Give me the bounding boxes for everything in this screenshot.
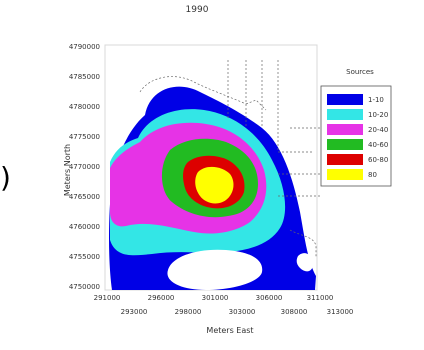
y-tick-label: 4775000 <box>69 133 100 141</box>
y-tick-label: 4790000 <box>69 43 100 51</box>
y-tick-label: 4770000 <box>69 163 100 171</box>
legend-swatch <box>327 169 363 180</box>
y-axis: 4790000 4785000 4780000 4775000 4770000 … <box>69 43 100 291</box>
y-tick-label: 4785000 <box>69 73 100 81</box>
legend-label: 40-60 <box>368 141 388 149</box>
legend-label: 80 <box>368 171 377 179</box>
left-edge-glyph: ) <box>0 161 11 194</box>
boundary-right <box>227 60 320 197</box>
x-axis: 291000 296000 301000 306000 311000 29300… <box>94 294 354 316</box>
y-tick-label: 4780000 <box>69 103 100 111</box>
legend-label: 60-80 <box>368 156 388 164</box>
x-tick-label: 291000 <box>94 294 121 302</box>
legend-title: Sources <box>346 68 374 76</box>
y-axis-label: Meters North <box>63 144 72 196</box>
y-tick-label: 4750000 <box>69 283 100 291</box>
legend-swatch <box>327 124 363 135</box>
x-tick-label: 301000 <box>202 294 229 302</box>
contour-holes <box>167 249 314 290</box>
y-tick-label: 4755000 <box>69 253 100 261</box>
boundary-outline <box>139 76 267 111</box>
x-tick-label: 303000 <box>229 308 256 316</box>
x-tick-label: 308000 <box>281 308 308 316</box>
hole-lower-right <box>296 253 314 272</box>
x-tick-label: 293000 <box>121 308 148 316</box>
x-tick-label: 296000 <box>148 294 175 302</box>
x-tick-label: 311000 <box>307 294 334 302</box>
legend-swatch <box>327 94 363 105</box>
legend-swatch <box>327 154 363 165</box>
y-tick-label: 4760000 <box>69 223 100 231</box>
legend-label: 20-40 <box>368 126 388 134</box>
contour-80-plus <box>195 166 234 204</box>
legend-label: 10-20 <box>368 111 388 119</box>
hole-lower <box>167 249 263 290</box>
x-tick-label: 306000 <box>256 294 283 302</box>
chart-title: 1990 <box>186 5 209 15</box>
x-axis-label: Meters East <box>206 326 253 335</box>
x-tick-label: 313000 <box>327 308 354 316</box>
legend-swatch <box>327 139 363 150</box>
legend-swatch <box>327 109 363 120</box>
legend-label: 1-10 <box>368 96 384 104</box>
boundary-lines <box>139 60 320 258</box>
legend: Sources 1-10 10-20 20-40 40-60 60-80 80 <box>320 68 392 187</box>
y-tick-label: 4765000 <box>69 193 100 201</box>
contour-fills <box>109 86 316 290</box>
x-tick-label: 298000 <box>175 308 202 316</box>
